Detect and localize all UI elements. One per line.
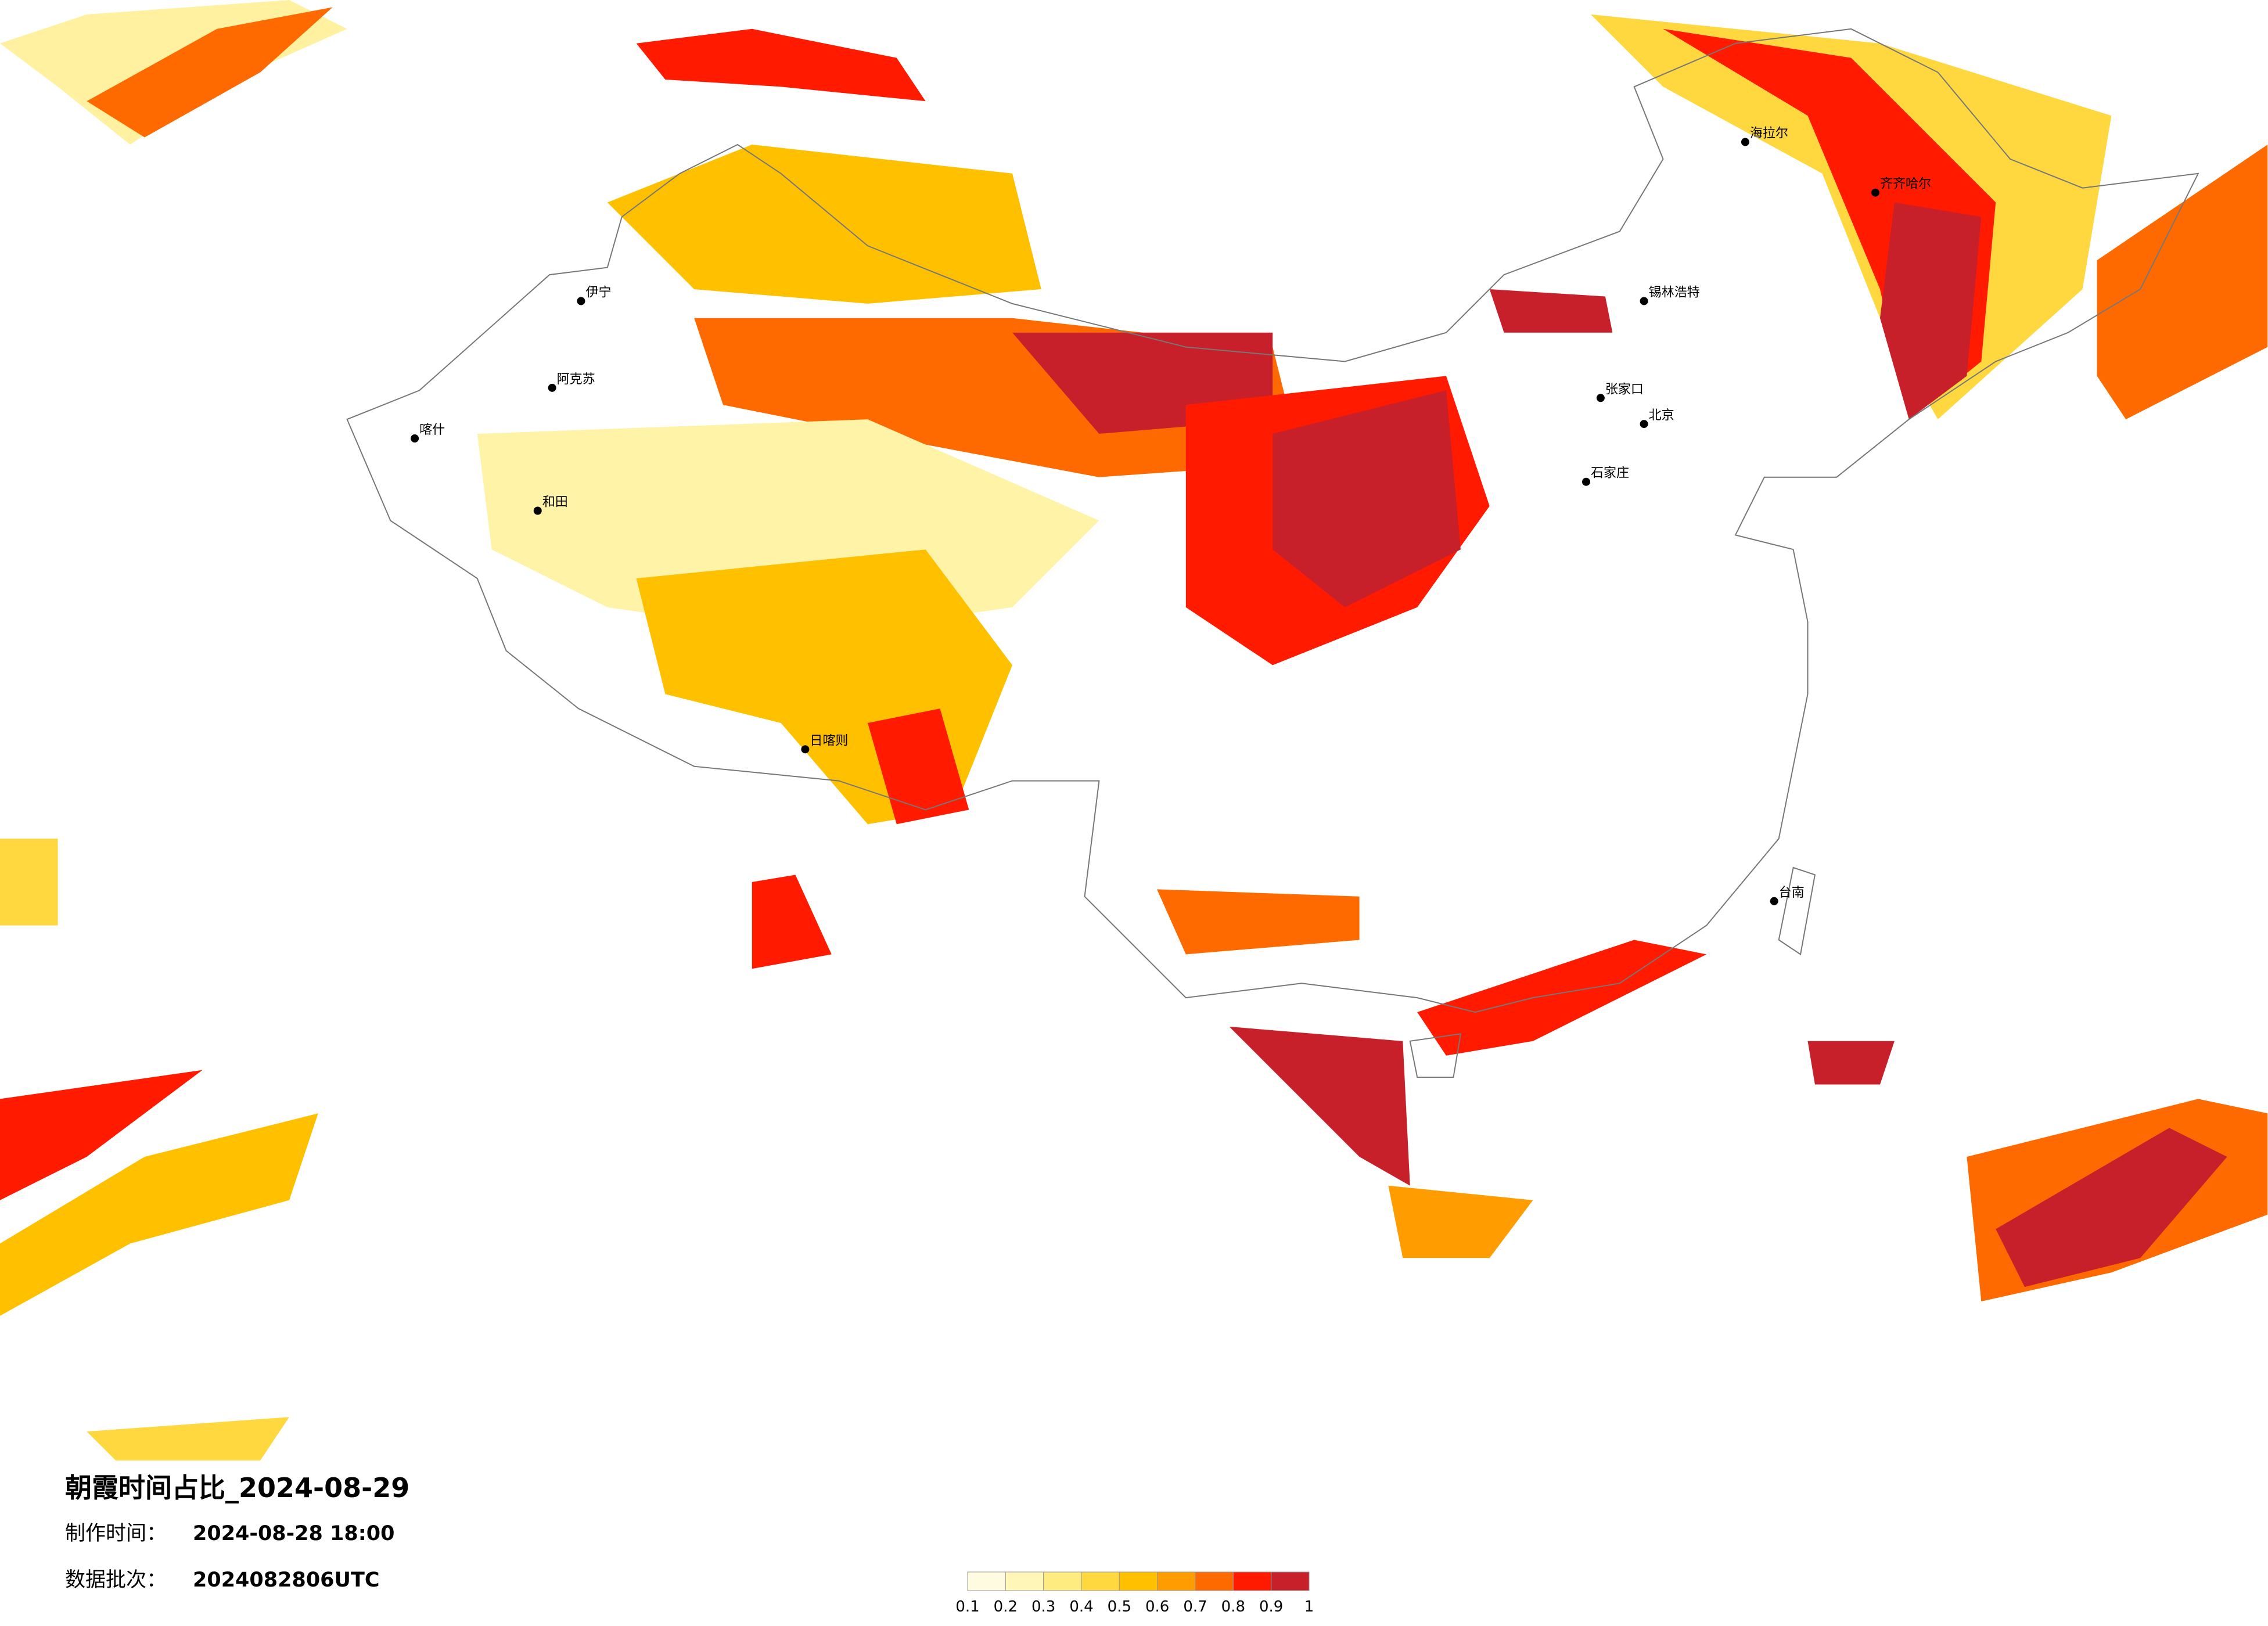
city-dot: [533, 506, 542, 515]
colorbar-box: [1157, 1571, 1196, 1591]
field-area: [1807, 1041, 1895, 1085]
field-area: [868, 708, 969, 825]
field-area: [1417, 940, 1707, 1056]
city-label: 锡林浩特: [1649, 285, 1700, 300]
colorbar-tick-label: 0.3: [1031, 1598, 1055, 1616]
field-area: [87, 7, 333, 138]
colorbar-box: [1195, 1571, 1234, 1591]
city-dot: [1871, 188, 1879, 197]
field-area: [752, 875, 832, 969]
field-area: [0, 1113, 318, 1316]
colorbar-tick-label: 0.6: [1145, 1598, 1169, 1616]
colorbar-tick-label: 0.4: [1069, 1598, 1093, 1616]
field-area: [636, 28, 926, 102]
field-area: [607, 145, 1041, 304]
map-title: 朝霞时间占比_2024-08-29: [65, 1472, 409, 1503]
island-outline: [1778, 866, 1816, 956]
colorbar-tick-label: 0.2: [994, 1598, 1018, 1616]
city-label: 张家口: [1605, 382, 1644, 397]
country-outline: [346, 28, 2199, 1013]
colorbar-tick-label: 0.7: [1183, 1598, 1207, 1616]
colorbar: 0.1 0.2 0.3 0.4 0.5 0.6 0.7 0.8 0.9 1: [955, 1571, 1314, 1616]
city-dot: [577, 297, 585, 305]
city-label: 伊宁: [585, 285, 611, 300]
field-area: [2097, 145, 2268, 420]
city-label: 喀什: [419, 423, 445, 437]
colorbar-tick-label: 0.9: [1259, 1598, 1283, 1616]
city-label: 阿克苏: [557, 372, 595, 387]
data-batch-label: 数据批次：: [65, 1569, 167, 1592]
colorbar-box: [1119, 1571, 1158, 1591]
field-area: [0, 839, 58, 926]
city-dot: [1770, 897, 1778, 905]
cloud-field: [0, 0, 2268, 1460]
colorbar-tick-label: 0.8: [1221, 1598, 1245, 1616]
colorbar-box: [1043, 1571, 1082, 1591]
colorbar-tick-label: 0.1: [955, 1598, 979, 1616]
colorbar-box: [1005, 1571, 1044, 1591]
field-area: [1229, 1026, 1410, 1186]
city-dot: [1596, 394, 1605, 402]
colorbar-box: [967, 1571, 1006, 1591]
colorbar-tick-label: 1: [1304, 1598, 1314, 1616]
city-dot: [1640, 420, 1648, 429]
colorbar-tick-label: 0.5: [1108, 1598, 1131, 1616]
field-area: [1388, 1185, 1533, 1258]
city-label: 日喀则: [810, 733, 848, 748]
field-area: [1880, 202, 1982, 420]
colorbar-box: [1232, 1571, 1272, 1591]
map-layer: [0, 0, 2268, 1460]
city-dot: [1741, 138, 1749, 146]
field-area: [1489, 289, 1613, 333]
island-outline: [1409, 1033, 1462, 1078]
city-label: 海拉尔: [1750, 127, 1788, 141]
city-dot: [548, 383, 556, 392]
field-area: [1273, 390, 1461, 607]
city-dot: [1582, 477, 1590, 486]
city-dot: [1640, 297, 1648, 305]
city-label: 北京: [1649, 408, 1674, 423]
field-area: [1996, 1128, 2227, 1287]
city-label: 和田: [542, 495, 568, 510]
colorbar-box: [1081, 1571, 1120, 1591]
field-area: [1157, 889, 1360, 955]
city-dot: [801, 745, 810, 754]
made-time-label: 制作时间：: [65, 1522, 167, 1545]
made-time-value: 2024-08-28 18:00: [193, 1522, 394, 1545]
colorbar-box: [1271, 1571, 1310, 1591]
city-label: 台南: [1779, 886, 1805, 900]
data-batch-value: 2024082806UTC: [193, 1569, 380, 1592]
city-dot: [411, 434, 419, 443]
city-label: 石家庄: [1591, 466, 1629, 481]
city-label: 齐齐哈尔: [1880, 177, 1931, 192]
field-area: [0, 1070, 203, 1200]
